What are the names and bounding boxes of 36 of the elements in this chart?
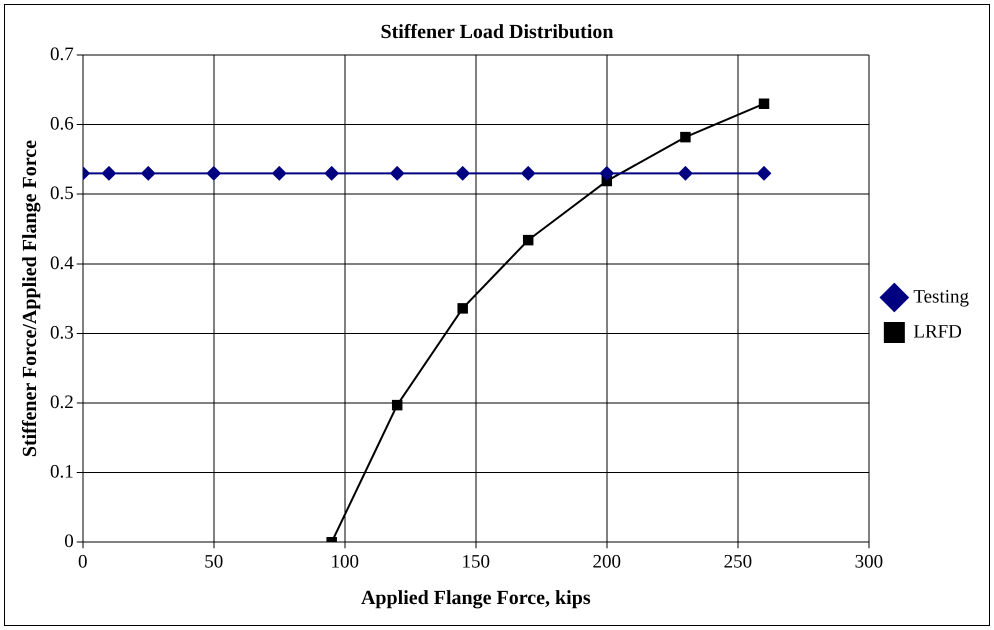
y-tick-label: 0.4	[50, 252, 74, 274]
y-tick-label: 0	[64, 531, 74, 552]
y-tick-label: 0.3	[50, 322, 74, 344]
point	[521, 166, 536, 180]
point	[141, 166, 156, 180]
point	[600, 166, 614, 180]
point	[680, 132, 691, 142]
chart-title: Stiffener Load Distribution	[380, 21, 614, 44]
y-tick-label: 0.6	[50, 114, 74, 135]
y-tick-label: 0.1	[50, 462, 74, 483]
legend-label: LRFD	[913, 321, 962, 342]
point	[390, 166, 404, 180]
point	[324, 166, 339, 180]
x-tick-label: 150	[462, 552, 490, 573]
point	[758, 98, 770, 109]
x-tick-label: 0	[78, 552, 88, 573]
point	[757, 166, 772, 180]
x-tick-label: 250	[724, 552, 752, 573]
legend-label: Testing	[913, 286, 970, 308]
point	[272, 166, 286, 180]
y-tick-label: 0.5	[50, 183, 74, 204]
point	[522, 234, 534, 246]
point	[206, 166, 221, 180]
x-tick-label: 200	[592, 552, 622, 573]
point	[456, 166, 470, 180]
y-tick-label: 0.7	[50, 44, 74, 65]
x-tick-label: 50	[204, 552, 224, 573]
y-tick-label: 0.2	[50, 392, 74, 413]
point	[678, 166, 692, 180]
x-tick-label: 300	[854, 552, 884, 573]
point	[102, 166, 116, 180]
y-axis-title: Stiffener Force/Applied Flange Force	[19, 140, 42, 458]
point	[392, 400, 402, 410]
x-tick-label: 100	[330, 552, 360, 573]
x-axis-title: Applied Flange Force, kips	[360, 587, 591, 610]
point	[457, 303, 468, 314]
